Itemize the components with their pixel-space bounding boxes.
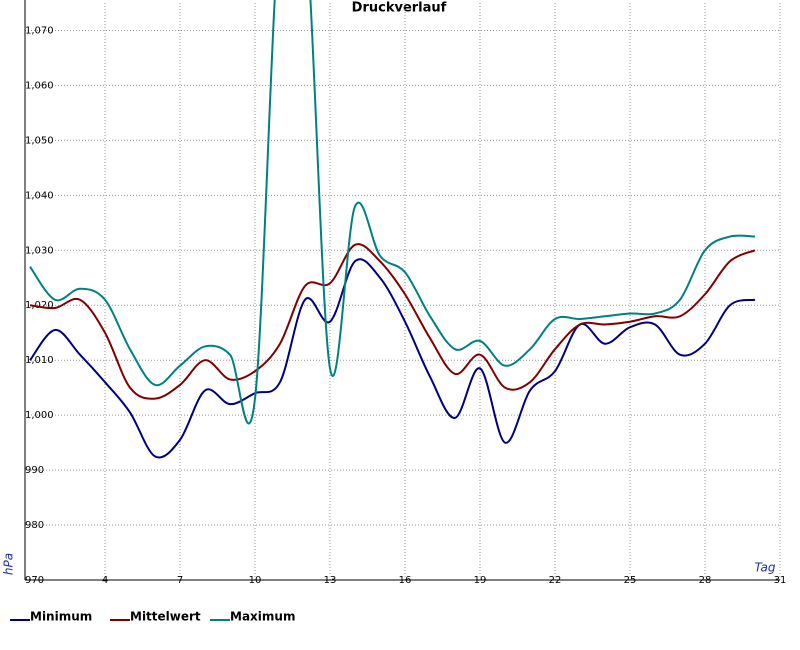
y-tick-label: 1,070	[25, 25, 54, 36]
legend-label: Mittelwert	[130, 610, 201, 624]
y-tick-label: 1,040	[25, 190, 54, 201]
y-tick-label: 1,000	[25, 410, 54, 421]
y-tick-label: 1,030	[25, 245, 54, 256]
series-line	[29, 0, 756, 425]
series-line	[29, 243, 756, 400]
plot-area	[29, 0, 756, 459]
y-tick-label: 1,060	[25, 80, 54, 91]
chart-title: Druckverlauf	[352, 1, 447, 16]
legend-label: Minimum	[30, 610, 92, 624]
legend-label: Maximum	[230, 610, 295, 624]
series-line	[29, 258, 756, 459]
y-tick-label: 990	[25, 465, 44, 476]
y-tick-label: 980	[25, 520, 44, 531]
y-tick-label: 1,020	[25, 300, 54, 311]
y-tick-label: 1,010	[25, 355, 54, 366]
y-axis-label: hPa	[2, 553, 16, 575]
y-tick-label: 1,050	[25, 135, 54, 146]
x-axis-label: Tag	[754, 561, 775, 575]
